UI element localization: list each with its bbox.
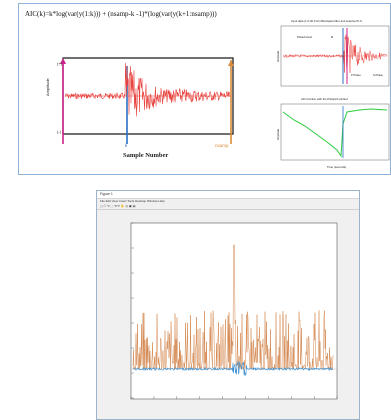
orange-series: [132, 244, 334, 370]
inset-top-title: Input data (1.0-30.0 Hz) Bandpass filter…: [291, 19, 362, 23]
inset-top-tag1: Picked travel: [297, 36, 312, 39]
window-title: Figure 1: [97, 191, 359, 199]
plus-label: (+): [57, 61, 62, 66]
k-label: k: [125, 143, 128, 148]
matlab-figure-window[interactable]: Figure 1 File Edit View Insert Tools Des…: [96, 190, 360, 420]
inset-bottom-ylabel: Amplitude: [277, 128, 280, 140]
plot-area: [130, 222, 338, 400]
toolbar[interactable]: ▢ ☐ ✎ ⬚ ⟲ ⟳ ✋ ◎ ▣ ▤: [97, 204, 359, 210]
inset-top-waveform: [282, 34, 388, 73]
menu-bar[interactable]: File Edit View Insert Tools Desktop Wind…: [100, 199, 165, 203]
aic-curve: [282, 108, 388, 158]
inset-top-tag2: M: [331, 36, 334, 39]
blue-series: [132, 361, 334, 377]
aic-formula: AIC(k)=k*log(var(y(1:k))) + (nsamp-k -1)…: [25, 10, 217, 18]
aic-diagram: [60, 25, 390, 161]
aic-figure: AIC(k)=k*log(var(y(1:k))) + (nsamp-k -1)…: [18, 3, 391, 175]
inset-bottom-frame: [280, 103, 390, 161]
inset-bottom-title: AIC function with the Pick/pick plotted: [301, 97, 348, 101]
seismic-waveform: [64, 62, 230, 117]
main-ylabel: Amplitude: [45, 78, 50, 96]
inset-top-tag3: P Phase: [351, 74, 361, 77]
y-ticks: [131, 222, 134, 399]
inset-top-tag4: S-Phase: [373, 74, 383, 77]
nsamp-arrow: [228, 60, 234, 66]
inset-bottom-xlabel: Time (seconds): [327, 165, 347, 169]
main-xlabel: Sample Number: [123, 152, 169, 159]
inset-top-ylabel: Amplitude: [277, 50, 280, 62]
plot-axes-frame: [130, 222, 338, 400]
minus-label: (-): [57, 129, 61, 134]
x-ticks: [130, 396, 338, 399]
plus-arrow: [60, 58, 66, 64]
nsamp-label: nsamp: [215, 143, 229, 148]
